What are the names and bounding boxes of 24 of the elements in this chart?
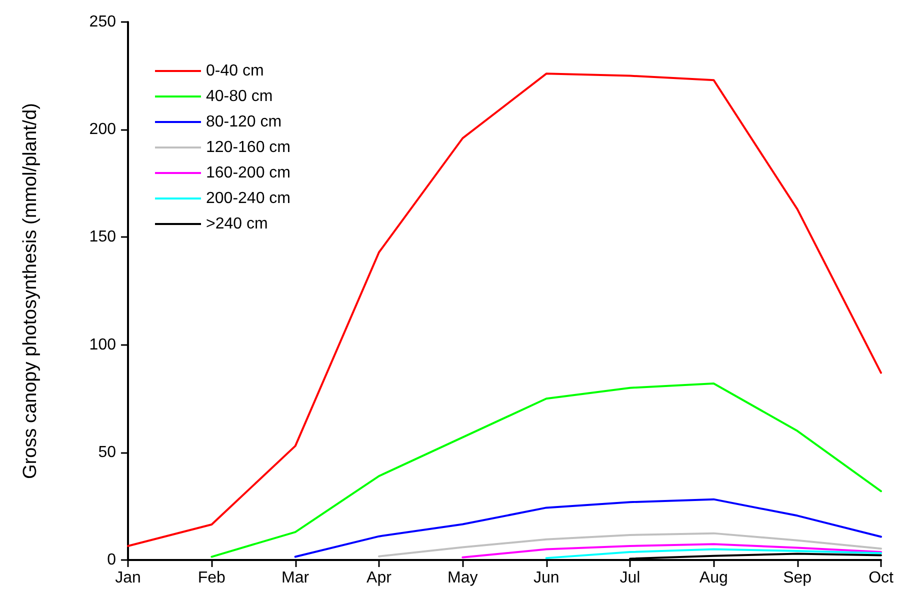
y-tick-label: 100 xyxy=(89,336,116,354)
x-tick-label: Mar xyxy=(282,570,310,586)
y-tick-label: 0 xyxy=(107,552,116,568)
legend-label: 160-200 cm xyxy=(206,164,290,182)
x-tick-label: Apr xyxy=(366,570,392,586)
x-tick-label: Feb xyxy=(198,570,226,586)
legend-label: 120-160 cm xyxy=(206,139,290,156)
legend-label: 40-80 cm xyxy=(206,88,273,105)
legend-label: 0-40 cm xyxy=(206,62,264,80)
x-tick-label: Oct xyxy=(868,570,894,586)
x-tick-label: Jun xyxy=(533,570,560,586)
x-tick-label: Sep xyxy=(783,570,812,586)
legend-label: 200-240 cm xyxy=(206,190,290,207)
legend-label: >240 cm xyxy=(206,216,268,232)
x-tick-label: May xyxy=(448,570,478,586)
x-tick-label: Aug xyxy=(699,570,728,586)
x-tick-label: Jul xyxy=(620,570,640,586)
y-tick-label: 150 xyxy=(89,228,116,246)
y-tick-label: 200 xyxy=(89,121,116,138)
y-axis-title: Gross canopy photosynthesis (mmol/plant/d) xyxy=(20,103,41,479)
y-tick-label: 250 xyxy=(89,14,116,30)
legend-label: 80-120 cm xyxy=(206,114,282,130)
y-tick-label: 50 xyxy=(98,444,116,461)
x-tick-label: Jan xyxy=(115,570,141,586)
